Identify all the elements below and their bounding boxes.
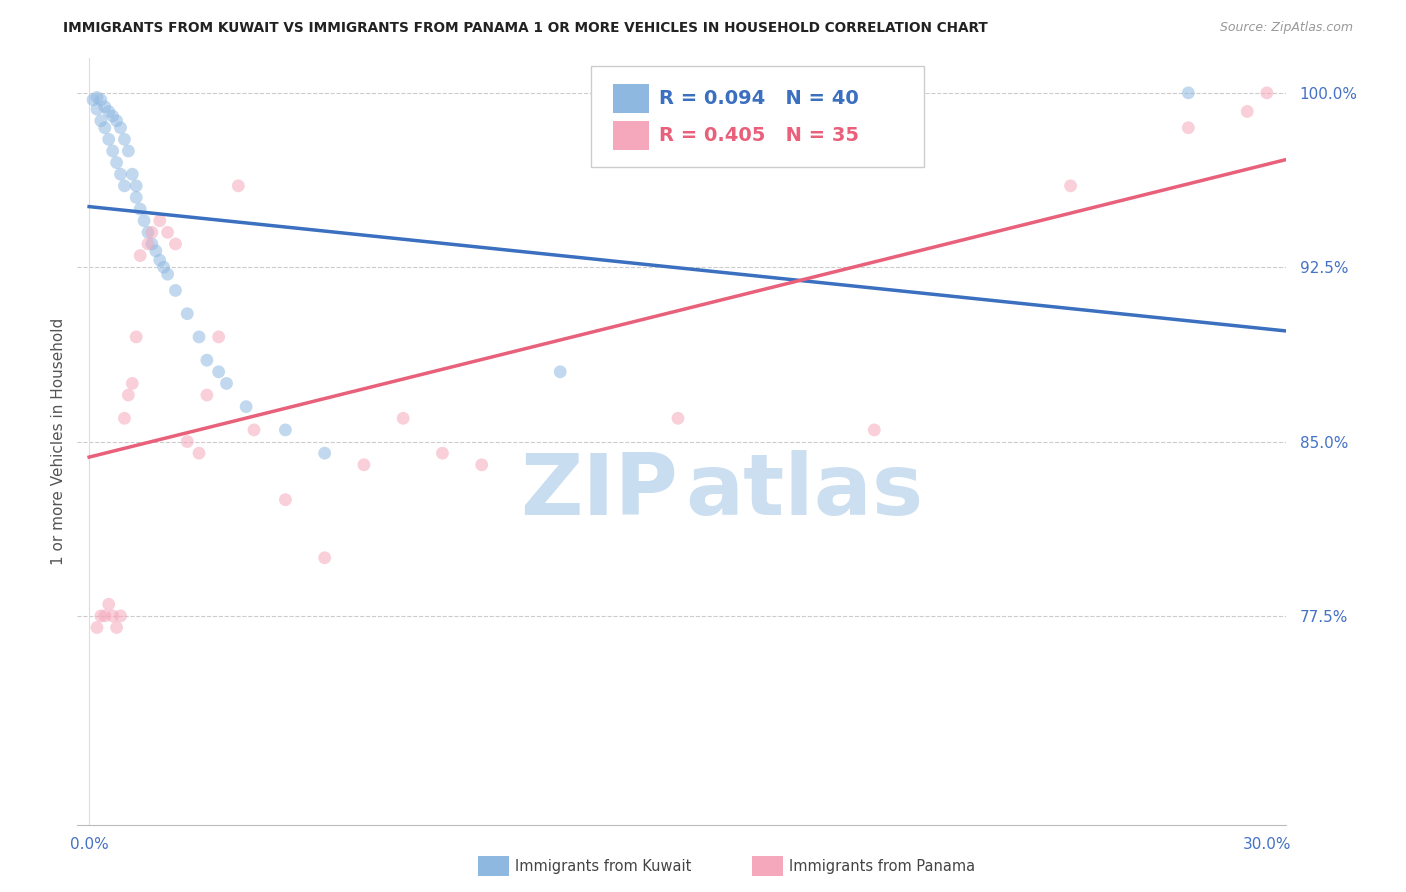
Point <box>274 423 297 437</box>
Point <box>117 144 139 158</box>
Point <box>208 365 231 379</box>
Point <box>226 178 249 193</box>
Point <box>392 411 415 425</box>
Point <box>90 113 112 128</box>
Point <box>176 434 198 449</box>
Point <box>117 388 139 402</box>
Point <box>156 267 179 281</box>
Point <box>152 260 174 275</box>
Point <box>97 597 120 611</box>
FancyBboxPatch shape <box>592 66 924 167</box>
Text: Immigrants from Kuwait: Immigrants from Kuwait <box>515 859 690 873</box>
Point <box>1236 104 1258 119</box>
Point <box>125 178 148 193</box>
Point <box>176 307 198 321</box>
Point <box>195 353 218 368</box>
Point <box>105 620 128 634</box>
Point <box>353 458 375 472</box>
Point <box>274 492 297 507</box>
Point <box>149 213 172 227</box>
Point <box>863 423 886 437</box>
Point <box>82 93 104 107</box>
Point <box>114 411 136 425</box>
Point <box>141 236 163 251</box>
Point <box>90 608 112 623</box>
Point <box>97 132 120 146</box>
Point <box>136 236 159 251</box>
Point <box>94 120 117 135</box>
Point <box>86 620 108 634</box>
Point <box>432 446 454 460</box>
Point <box>90 93 112 107</box>
Point <box>110 120 132 135</box>
Point <box>94 608 117 623</box>
Point <box>1256 86 1278 100</box>
Point <box>129 202 152 216</box>
Point <box>114 132 136 146</box>
Point <box>1177 120 1199 135</box>
Point <box>188 330 211 344</box>
Point <box>86 90 108 104</box>
Point <box>114 178 136 193</box>
Point <box>101 608 124 623</box>
Point <box>314 446 336 460</box>
Point <box>195 388 218 402</box>
Y-axis label: 1 or more Vehicles in Household: 1 or more Vehicles in Household <box>51 318 66 566</box>
Text: Source: ZipAtlas.com: Source: ZipAtlas.com <box>1219 21 1353 35</box>
Point <box>149 253 172 268</box>
Point <box>94 100 117 114</box>
Point <box>156 225 179 239</box>
Point <box>105 113 128 128</box>
Point <box>165 284 187 298</box>
Point <box>132 213 155 227</box>
Point <box>188 446 211 460</box>
Point <box>101 109 124 123</box>
Point <box>129 249 152 263</box>
Point <box>548 365 571 379</box>
Point <box>1177 86 1199 100</box>
Point <box>121 376 143 391</box>
Point <box>243 423 266 437</box>
Text: Immigrants from Panama: Immigrants from Panama <box>789 859 974 873</box>
FancyBboxPatch shape <box>613 84 650 113</box>
Point <box>215 376 238 391</box>
Point <box>666 411 689 425</box>
Point <box>141 225 163 239</box>
Text: ZIP: ZIP <box>520 450 678 533</box>
Text: R = 0.405   N = 35: R = 0.405 N = 35 <box>659 126 859 145</box>
Point <box>235 400 257 414</box>
Point <box>145 244 167 258</box>
Point <box>110 167 132 181</box>
Point <box>136 225 159 239</box>
Point <box>97 104 120 119</box>
Point <box>125 190 148 204</box>
Text: R = 0.094   N = 40: R = 0.094 N = 40 <box>659 89 859 108</box>
Text: IMMIGRANTS FROM KUWAIT VS IMMIGRANTS FROM PANAMA 1 OR MORE VEHICLES IN HOUSEHOLD: IMMIGRANTS FROM KUWAIT VS IMMIGRANTS FRO… <box>63 21 988 36</box>
Text: atlas: atlas <box>686 450 924 533</box>
Point <box>125 330 148 344</box>
FancyBboxPatch shape <box>613 121 650 150</box>
Point <box>314 550 336 565</box>
Point <box>208 330 231 344</box>
Point <box>105 155 128 169</box>
Point <box>121 167 143 181</box>
Point <box>1059 178 1081 193</box>
Point <box>110 608 132 623</box>
Point <box>165 236 187 251</box>
Point <box>101 144 124 158</box>
Point <box>86 102 108 116</box>
Point <box>471 458 494 472</box>
